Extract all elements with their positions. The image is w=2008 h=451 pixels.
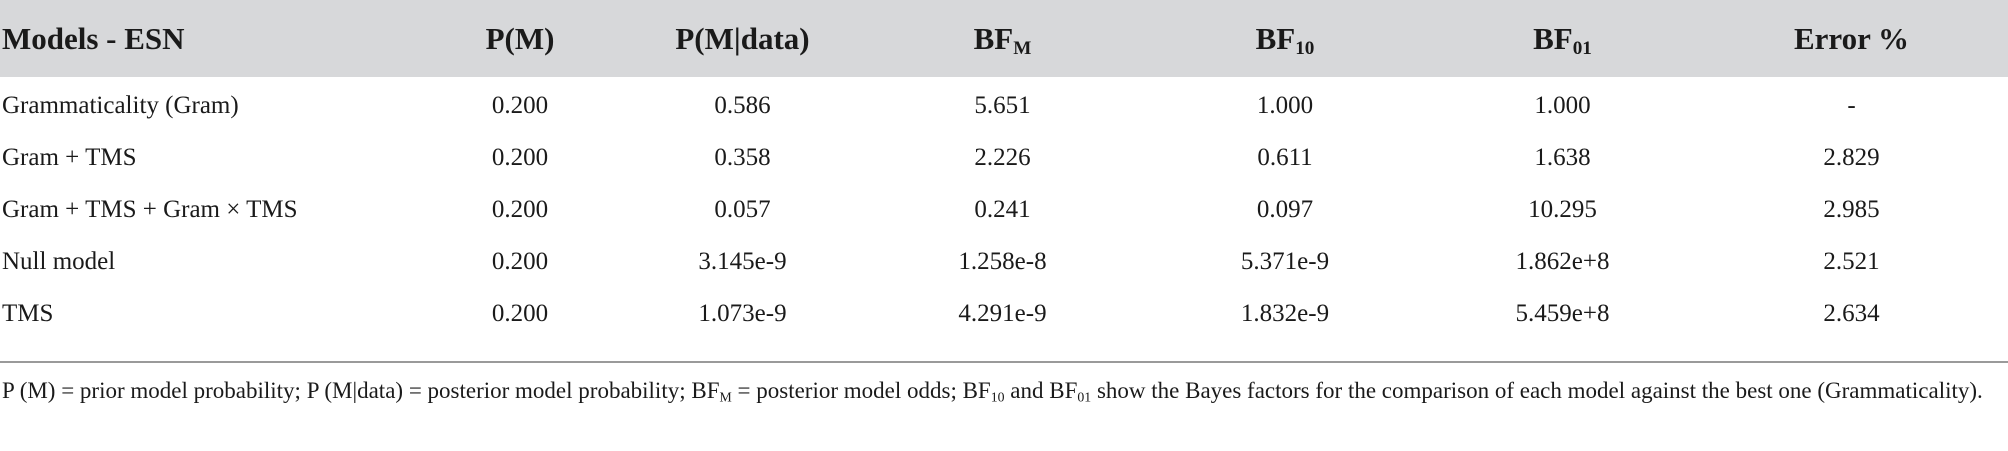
cell-error: 2.829 <box>1823 144 1880 171</box>
cell-bf-m: 1.258e-8 <box>958 248 1047 275</box>
cell-p-m: 0.200 <box>491 92 549 119</box>
cell-model: Gram + TMS + Gram × TMS <box>2 196 298 223</box>
header-row: Models - ESN P(M) P(M|data) BFM BF10 BF0… <box>0 0 2008 77</box>
cell-bf10: 0.097 <box>1256 196 1314 223</box>
footnote-part2: = posterior model odds; <box>731 378 963 403</box>
cell-bf-m: 2.226 <box>974 144 1031 171</box>
cell-p-m-data: 3.145e-9 <box>698 248 787 275</box>
table-row: Gram + TMS + Gram × TMS 0.200 0.057 0.24… <box>0 184 2008 236</box>
table-bottom-rule <box>0 361 2008 363</box>
table-row: Null model 0.200 3.145e-9 1.258e-8 5.371… <box>0 236 2008 288</box>
header-bf10: BF10 <box>1140 0 1430 77</box>
cell-bf10: 5.371e-9 <box>1240 248 1330 275</box>
footnote-bf-m-base: BF <box>691 378 720 403</box>
header-error: Error % <box>1793 20 1910 56</box>
header-bf-m: BFM <box>865 0 1140 77</box>
cell-bf-m: 5.651 <box>974 92 1031 119</box>
cell-bf01: 1.000 <box>1534 92 1591 119</box>
header-p-m-data: P(M|data) <box>675 20 810 56</box>
table-row: Grammaticality (Gram) 0.200 0.586 5.651 … <box>0 77 2008 132</box>
cell-bf10: 0.611 <box>1257 144 1313 171</box>
cell-error: 2.634 <box>1823 300 1880 327</box>
header-models: Models - ESN <box>2 20 185 56</box>
cell-model: TMS <box>2 300 54 327</box>
cell-model: Gram + TMS <box>2 144 137 171</box>
cell-p-m-data: 0.057 <box>714 196 771 223</box>
footnote-part4: show the Bayes factors for the compariso… <box>1091 378 1983 403</box>
header-bf01: BF01 <box>1430 0 1695 77</box>
table-header: Models - ESN P(M) P(M|data) BFM BF10 BF0… <box>0 0 2008 77</box>
cell-p-m: 0.200 <box>491 248 549 275</box>
cell-bf10: 1.832e-9 <box>1240 300 1330 327</box>
header-bf10-base: BF <box>1255 20 1296 56</box>
cell-p-m: 0.200 <box>491 196 549 223</box>
footnote-bf01-base: BF <box>1049 378 1078 403</box>
cell-p-m-data: 1.073e-9 <box>698 300 787 327</box>
footnote-bf10-sub: 10 <box>990 389 1005 405</box>
footnote-bf01-sub: 01 <box>1077 389 1092 405</box>
cell-error: 2.985 <box>1823 196 1880 223</box>
cell-p-m: 0.200 <box>491 144 549 171</box>
cell-bf01: 1.862e+8 <box>1515 248 1610 275</box>
cell-p-m-data: 0.358 <box>714 144 771 171</box>
header-p-m: P(M) <box>485 20 555 56</box>
footnote-bf-m-sub: M <box>719 389 732 405</box>
cell-error: - <box>1847 92 1856 119</box>
cell-p-m: 0.200 <box>491 300 549 327</box>
cell-bf10: 1.000 <box>1256 92 1314 119</box>
table-body: Grammaticality (Gram) 0.200 0.586 5.651 … <box>0 77 2008 340</box>
footnote-bf10-base: BF <box>962 378 991 403</box>
cell-bf01: 10.295 <box>1528 196 1597 223</box>
cell-p-m-data: 0.586 <box>714 92 771 119</box>
cell-error: 2.521 <box>1823 248 1880 275</box>
header-bf01-sub: 01 <box>1572 37 1592 59</box>
cell-model: Grammaticality (Gram) <box>2 92 239 119</box>
table-row: TMS 0.200 1.073e-9 4.291e-9 1.832e-9 5.4… <box>0 288 2008 340</box>
header-bf-m-base: BF <box>973 20 1014 56</box>
bayes-model-comparison-table: Models - ESN P(M) P(M|data) BFM BF10 BF0… <box>0 0 2008 340</box>
header-bf-m-sub: M <box>1013 37 1032 59</box>
header-band <box>0 0 2008 77</box>
cell-model: Null model <box>2 248 116 275</box>
header-bf01-base: BF <box>1533 20 1573 56</box>
header-bf10-sub: 10 <box>1295 37 1315 59</box>
footnote-part3: and <box>1004 378 1050 403</box>
cell-bf01: 1.638 <box>1534 144 1591 171</box>
footnote-part1: P (M) = prior model probability; P (M|da… <box>2 378 692 403</box>
cell-bf-m: 4.291e-9 <box>958 300 1047 327</box>
cell-bf01: 5.459e+8 <box>1515 300 1610 327</box>
cell-bf-m: 0.241 <box>974 196 1031 223</box>
table-row: Gram + TMS 0.200 0.358 2.226 0.611 1.638… <box>0 132 2008 184</box>
table-footnote: P (M) = prior model probability; P (M|da… <box>2 373 2002 409</box>
